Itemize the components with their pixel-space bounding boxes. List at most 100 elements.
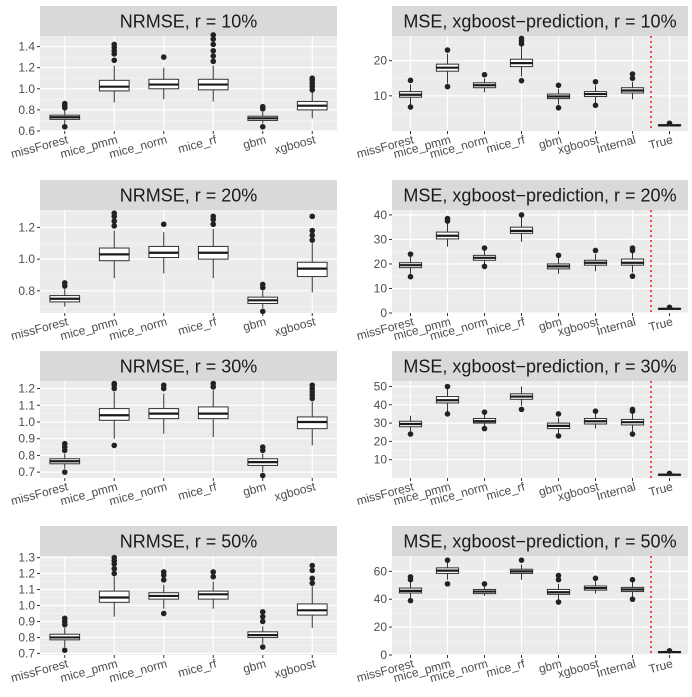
panel-background	[40, 36, 337, 131]
x-tick-label: xgboost	[273, 132, 318, 157]
facet-panel-1: NRMSE, r = 10%0.60.81.01.21.4missForestm…	[9, 6, 337, 161]
outlier-point	[444, 383, 451, 390]
outlier-point	[160, 610, 167, 617]
x-tick-label: gbm	[537, 656, 563, 676]
outlier-point	[61, 280, 68, 286]
boxplot-mice_rf	[509, 386, 534, 413]
y-tick-label: 1.4	[18, 40, 35, 54]
outlier-point	[592, 78, 599, 85]
outlier-point	[555, 104, 562, 111]
outlier-point	[61, 615, 68, 622]
outlier-point	[444, 557, 451, 563]
outlier-point	[259, 123, 266, 130]
outlier-point	[111, 570, 118, 577]
outlier-point	[160, 54, 167, 60]
boxplot-mice_pmm	[435, 47, 460, 90]
y-tick-label: 10	[374, 89, 388, 103]
boxplot-mice_rf	[509, 557, 534, 580]
outlier-point	[666, 470, 673, 477]
y-tick-label: 10	[374, 453, 388, 467]
boxplot-mice_rf	[197, 32, 229, 102]
boxplot-mice_pmm	[435, 383, 460, 417]
outlier-point	[629, 273, 636, 280]
x-tick-label: xgboost	[556, 479, 601, 504]
boxplot-mice_norm	[148, 569, 180, 617]
y-tick-label: 30	[374, 416, 388, 430]
facet-title: NRMSE, r = 50%	[120, 532, 258, 552]
outlier-point	[592, 408, 599, 414]
x-tick-label: xgboost	[273, 314, 318, 339]
boxplot-gbm	[247, 281, 279, 315]
x-tick-label: mice_norm	[108, 132, 169, 161]
outlier-point	[259, 613, 266, 620]
outlier-point	[481, 71, 488, 78]
boxplot-gbm	[546, 252, 571, 274]
outlier-point	[629, 576, 636, 583]
y-tick-label: 20	[374, 620, 388, 634]
outlier-point	[111, 554, 118, 561]
facet-panel-2: MSE, xgboost−prediction, r = 10%1020miss…	[355, 6, 688, 161]
y-tick-label: 1.0	[18, 415, 35, 429]
x-tick-label: mice_norm	[108, 314, 169, 343]
outlier-point	[111, 380, 118, 387]
outlier-point	[444, 47, 451, 53]
outlier-point	[481, 581, 488, 587]
outlier-point	[309, 232, 316, 239]
outlier-point	[555, 572, 562, 579]
y-tick-label: 30	[374, 232, 388, 246]
outlier-point	[555, 433, 562, 439]
x-tick-label: gbm	[537, 132, 563, 152]
outlier-point	[160, 569, 167, 575]
outlier-point	[111, 210, 118, 216]
boxplot-gbm	[247, 444, 279, 479]
y-tick-label: 0	[380, 648, 387, 662]
y-tick-label: 0.8	[18, 630, 35, 644]
facet-strip	[392, 351, 688, 381]
outlier-point	[407, 597, 414, 604]
outlier-point	[592, 247, 599, 254]
outlier-point	[518, 212, 525, 218]
y-tick-label: 60	[374, 564, 388, 578]
x-tick-label: True	[647, 656, 674, 676]
boxplot-mice_pmm	[435, 557, 460, 587]
outlier-point	[555, 252, 562, 259]
facet-title: MSE, xgboost−prediction, r = 20%	[403, 186, 676, 206]
outlier-point	[259, 609, 266, 615]
y-tick-label: 0.9	[18, 614, 35, 628]
boxplot-missForest	[49, 100, 81, 130]
boxplot-mice_pmm	[98, 380, 130, 449]
x-tick-label: xgboost	[556, 314, 601, 339]
boxplot-mice_rf	[509, 212, 534, 242]
outlier-point	[210, 32, 217, 38]
outlier-point	[210, 36, 217, 42]
facet-panel-3: NRMSE, r = 20%0.81.01.2missForestmice_pm…	[9, 180, 337, 343]
boxplot-mice_rf	[197, 569, 229, 609]
outlier-point	[592, 102, 599, 109]
boxplot-missForest	[49, 440, 81, 475]
x-tick-label: gbm	[241, 132, 267, 152]
facet-panel-8: MSE, xgboost−prediction, r = 50% 0 20 40 60 m…	[355, 526, 688, 685]
boxplot-mice_norm	[148, 54, 180, 100]
y-tick-label: 10	[374, 281, 388, 295]
outlier-point	[61, 469, 68, 475]
facet-panel-6: MSE, xgboost−prediction, r = 30% 10 20 30 40…	[355, 351, 688, 508]
outlier-point	[592, 575, 599, 582]
facet-strip	[40, 526, 337, 556]
outlier-point	[210, 573, 217, 580]
boxplot-xgboost	[583, 78, 608, 109]
outlier-point	[555, 576, 562, 583]
outlier-point	[259, 644, 266, 650]
outlier-point	[444, 83, 451, 90]
boxplot-Internal	[620, 406, 645, 437]
x-tick-label: mice_rf	[485, 656, 527, 680]
facet-strip	[40, 351, 337, 381]
outlier-point	[111, 57, 118, 64]
y-tick-label: 0.8	[18, 448, 35, 462]
boxplot-mice_norm	[148, 382, 180, 434]
boxplot-xgboost	[296, 382, 328, 446]
boxplot-missForest	[49, 615, 81, 654]
facet-strip	[392, 526, 688, 556]
boxplot-mice_pmm	[98, 41, 130, 103]
outlier-point	[629, 406, 636, 413]
panel-background	[40, 381, 337, 478]
